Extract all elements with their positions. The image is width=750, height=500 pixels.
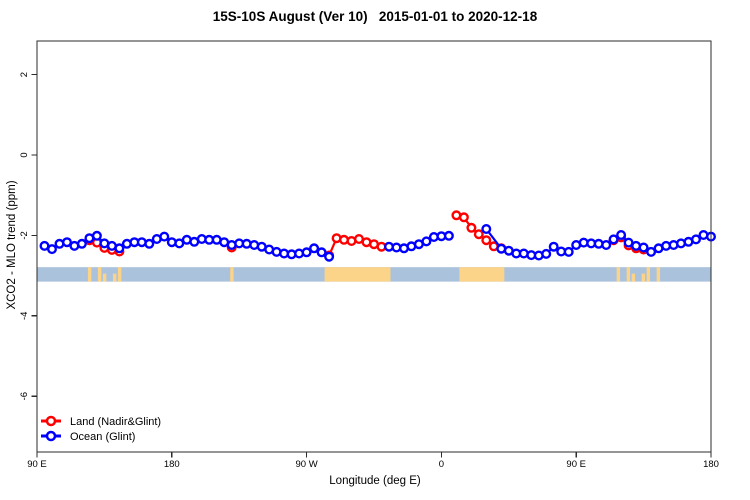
ocean-data-point (541, 248, 552, 259)
legend-label-ocean: Ocean (Glint) (70, 431, 135, 443)
x-tick-label: 90 E (566, 459, 586, 470)
land-patch-speckle (631, 273, 636, 282)
y-tick-label: -6 (19, 392, 30, 400)
land-data-point (473, 229, 484, 240)
ocean-data-point (691, 234, 702, 245)
plot-border (36, 40, 712, 453)
ocean-data-point (62, 237, 73, 248)
legend-marker-land (45, 415, 57, 427)
ocean-data-point (548, 241, 559, 252)
ocean-data-point (601, 239, 612, 250)
land-patch-speckle (616, 267, 621, 282)
ocean-data-point (421, 236, 432, 247)
land-patch-speckle (102, 273, 107, 282)
land-patch-speckle (646, 267, 651, 282)
ocean-data-point (616, 229, 627, 240)
land-patch-speckle (112, 273, 117, 282)
legend-marker-ocean (45, 430, 57, 442)
ocean-data-point (114, 243, 125, 254)
ocean-data-point (174, 238, 185, 249)
land-patch (324, 267, 391, 282)
ocean-data-point (316, 247, 327, 258)
x-axis-title: Longitude (deg E) (329, 475, 421, 487)
land-patch-speckle (656, 267, 661, 282)
land-patch-speckle (230, 267, 234, 282)
ocean-data-point (309, 243, 320, 254)
ocean-data-point (563, 246, 574, 257)
ocean-data-point (324, 251, 335, 262)
y-tick-label: -2 (19, 231, 30, 239)
ocean-data-point (47, 244, 58, 255)
x-tick-label: 180 (164, 459, 180, 470)
ocean-data-point (608, 234, 619, 245)
land-patch-speckle (87, 267, 92, 282)
legend-label-land: Land (Nadir&Glint) (70, 416, 161, 428)
ocean-data-point (646, 246, 657, 257)
ocean-data-point (91, 230, 102, 241)
ocean-data-point (443, 230, 454, 241)
y-tick-label: 0 (19, 152, 30, 157)
land-patch (459, 267, 505, 282)
y-tick-label: -4 (19, 312, 30, 320)
land-data-point (458, 212, 469, 223)
x-tick-label: 90 W (296, 459, 318, 470)
land-data-point (466, 222, 477, 233)
land-data-point (481, 235, 492, 246)
page-title: 15S-10S August (Ver 10) 2015-01-01 to 20… (212, 9, 538, 24)
x-tick-label: 180 (703, 459, 719, 470)
land-patch-speckle (117, 267, 122, 282)
ocean-data-point (301, 247, 312, 258)
ocean-data-point (76, 238, 87, 249)
land-patch-speckle (626, 267, 631, 282)
x-tick-label: 90 E (27, 459, 47, 470)
ocean-data-point (638, 242, 649, 253)
ocean-data-point (144, 238, 155, 249)
ocean-data-point (481, 223, 492, 234)
x-tick-label: 0 (439, 459, 444, 470)
ocean-data-point (159, 231, 170, 242)
land-patch-speckle (97, 267, 102, 282)
land-patch-speckle (641, 273, 646, 282)
y-tick-label: 2 (19, 72, 30, 77)
